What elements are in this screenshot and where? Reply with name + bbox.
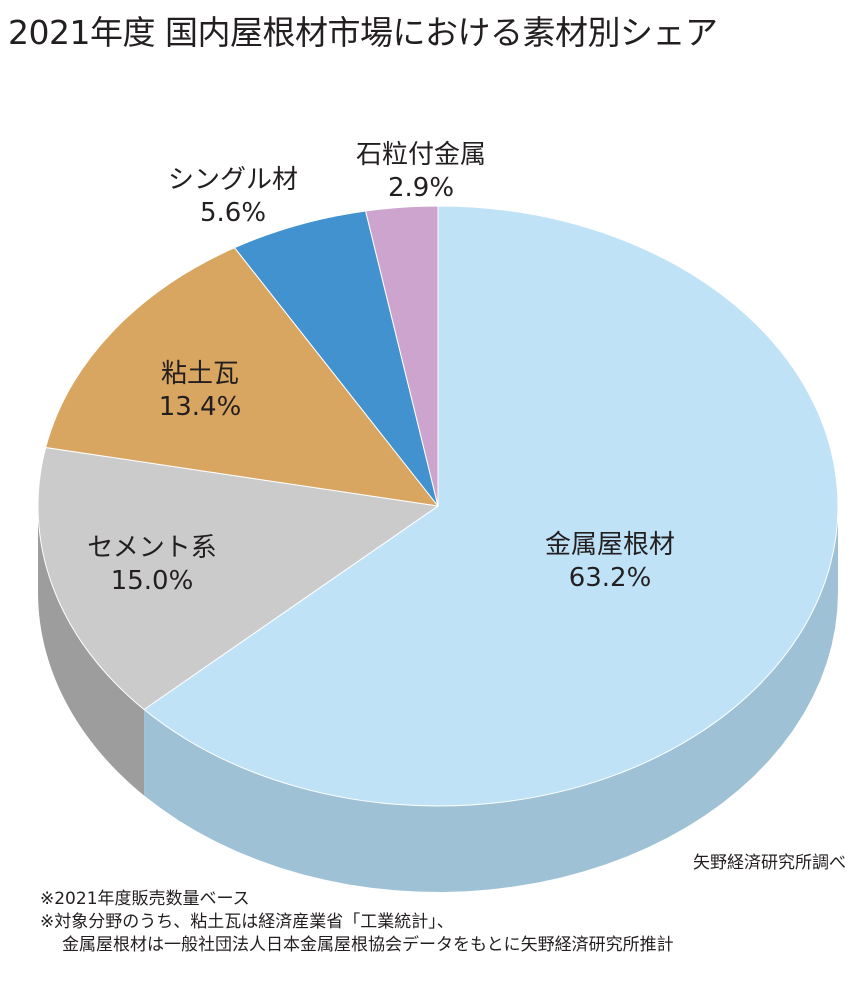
pie-slice-nendo-gawara (45, 247, 440, 507)
slice-label-shingle: シングル材 (168, 165, 298, 195)
slice-value-shingle: 5.6% (200, 198, 266, 228)
footnotes: ※2021年度販売数量ベース ※対象分野のうち、粘土瓦は経済産業省「工業統計」、… (40, 888, 674, 957)
slice-label-kinzoku-yane: 金属屋根材 (545, 530, 675, 560)
pie-slice-shingle (233, 210, 439, 507)
pie-side-cement (38, 506, 145, 796)
footnote-1: ※2021年度販売数量ベース (40, 889, 250, 909)
pie-slice-sekiryu-kinzoku (364, 205, 439, 507)
chart-title: 2021年度 国内屋根材市場における素材別シェア (8, 13, 718, 52)
slice-value-sekiryu-kinzoku: 2.9% (388, 173, 454, 203)
slice-label-nendo-gawara: 粘土瓦 (161, 359, 239, 389)
slice-label-sekiryu-kinzoku: 石粒付金属 (356, 140, 486, 170)
slice-value-nendo-gawara: 13.4% (159, 392, 242, 422)
slice-value-kinzoku-yane: 63.2% (569, 563, 652, 593)
pie-sides (38, 506, 838, 892)
footnote-2: ※対象分野のうち、粘土瓦は経済産業省「工業統計」、 (40, 912, 454, 932)
pie-slices (37, 205, 839, 807)
slice-label-cement: セメント系 (87, 533, 216, 563)
footnote-3: 金属屋根材は一般社団法人日本金属屋根協会データをもとに矢野経済研究所推計 (62, 935, 674, 955)
slice-value-cement: 15.0% (111, 566, 194, 596)
pie-slice-cement (37, 446, 440, 711)
pie-slice-kinzoku-yane (143, 205, 839, 807)
source-credit: 矢野経済研究所調べ (693, 853, 846, 873)
pie-side-kinzoku-yane (144, 506, 838, 892)
